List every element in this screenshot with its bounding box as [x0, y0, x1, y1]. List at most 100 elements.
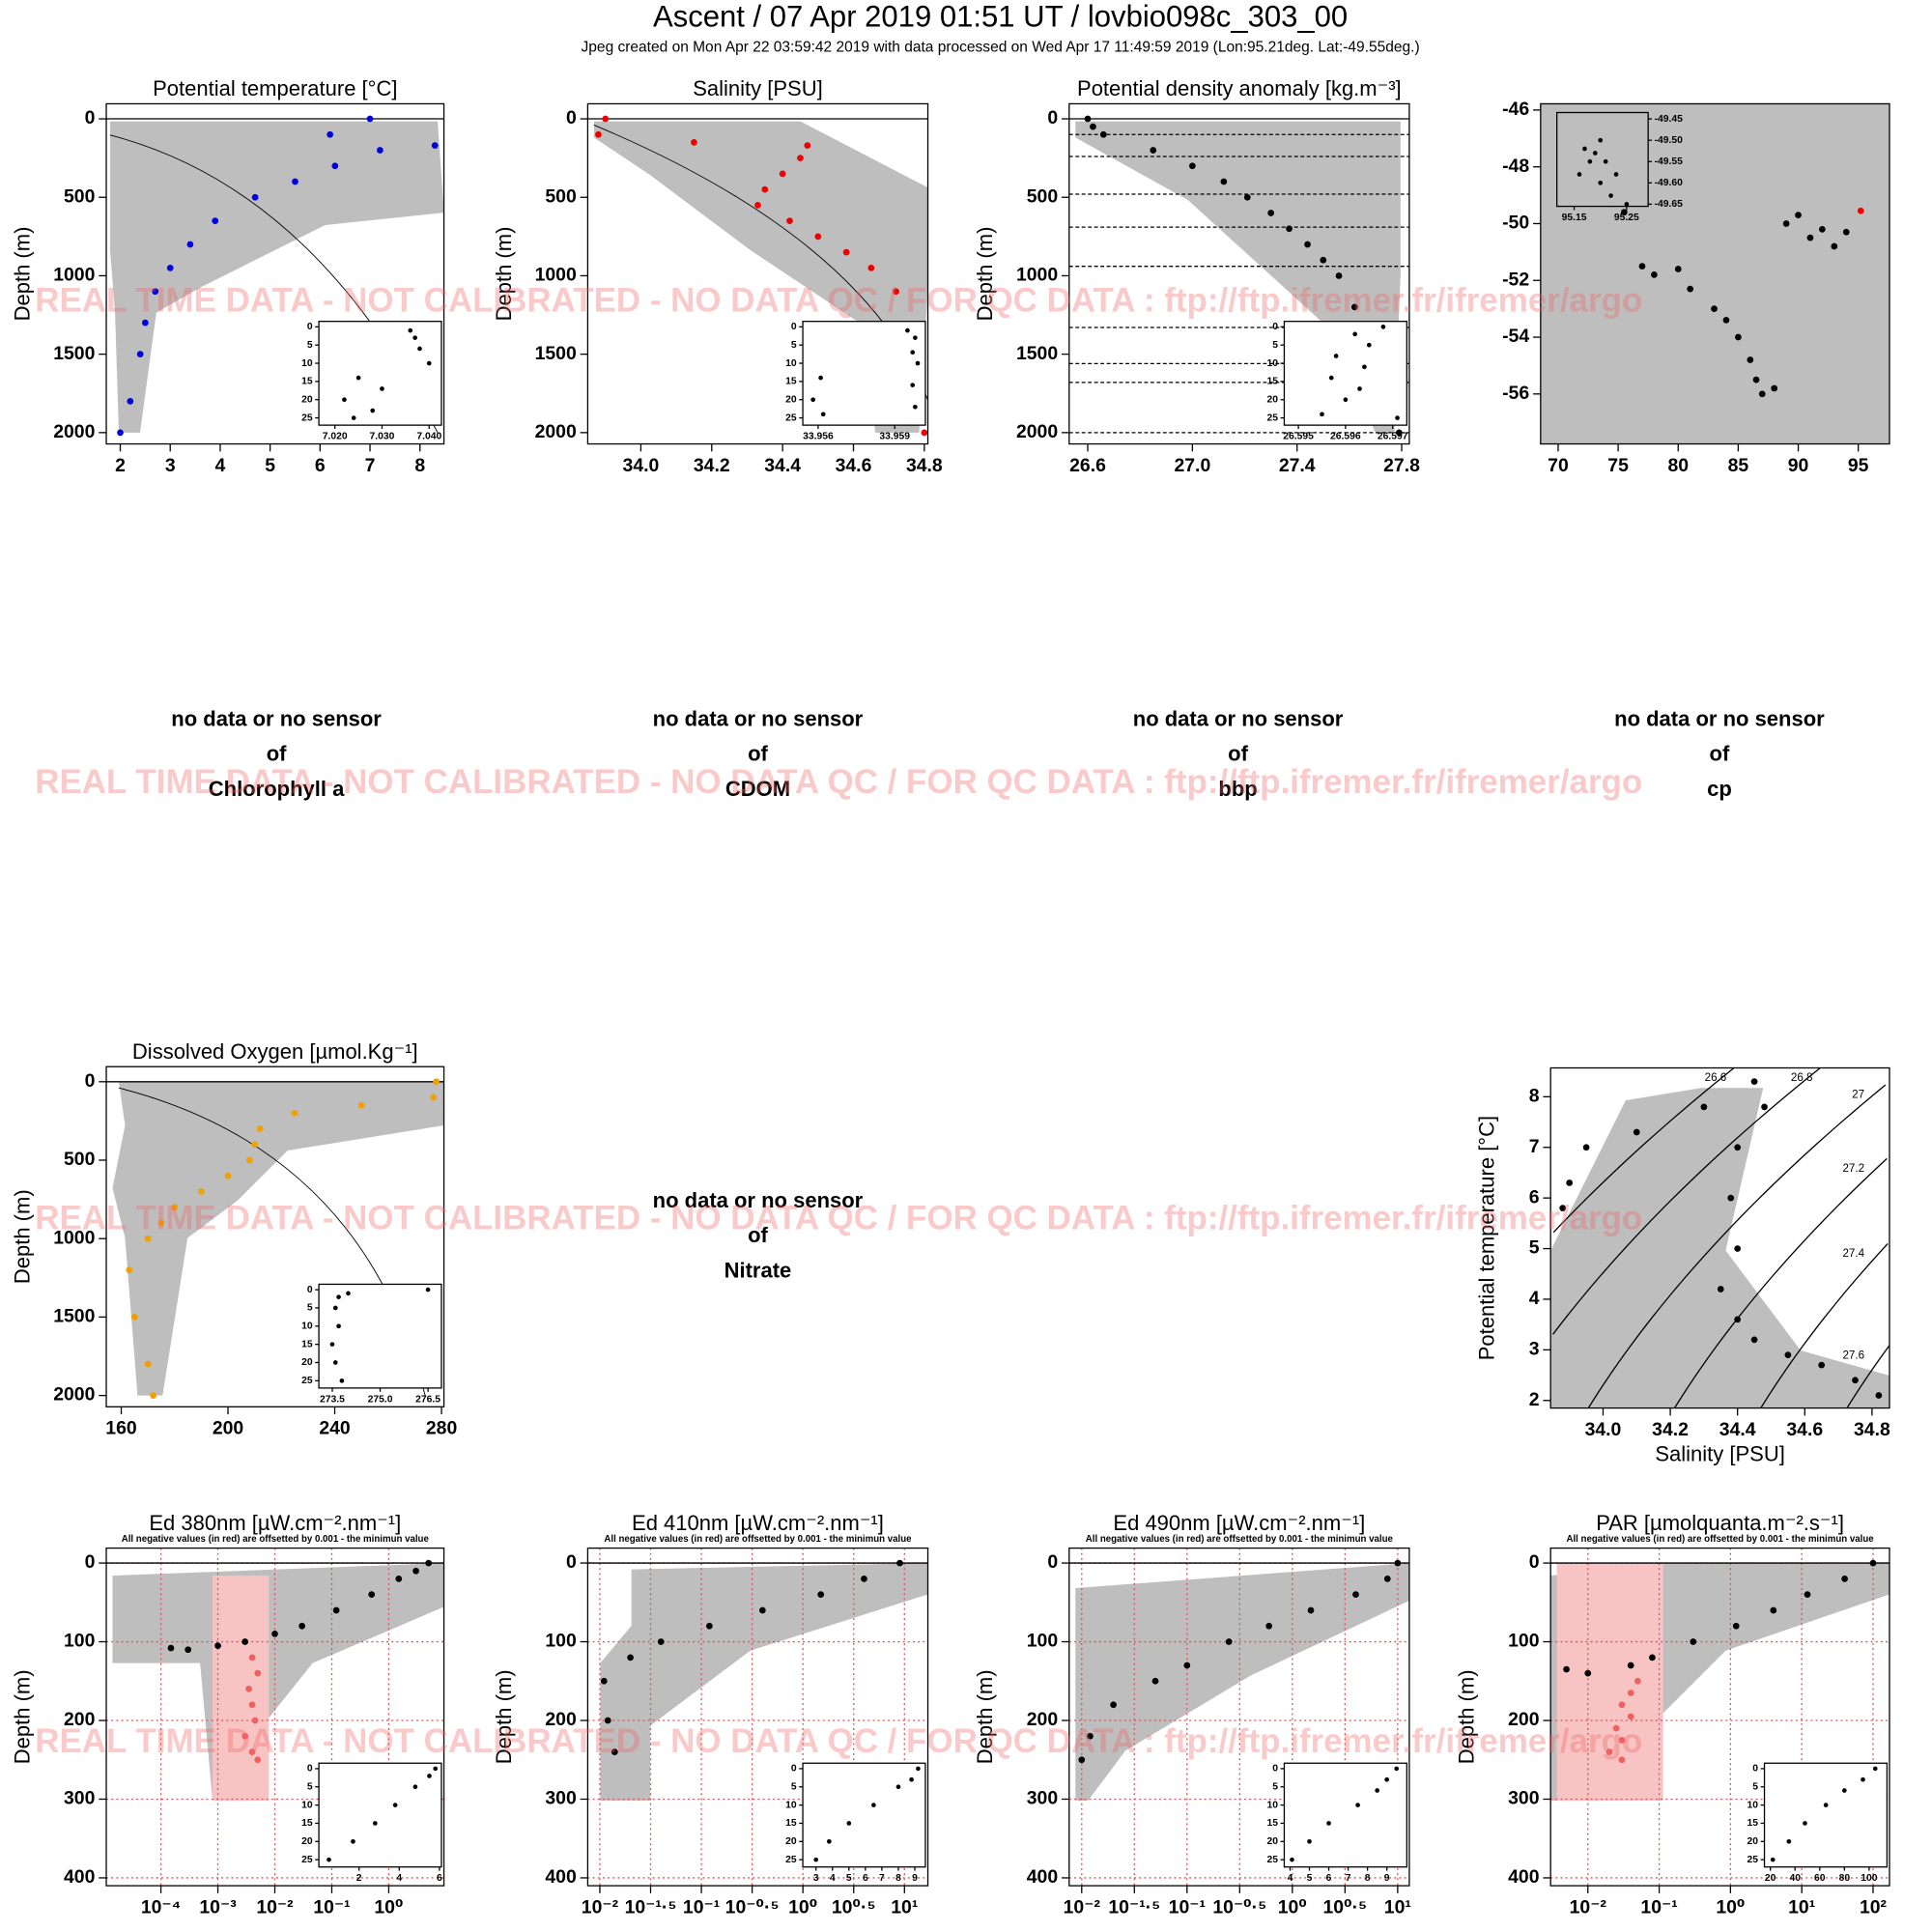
data-point [913, 335, 918, 340]
plot-frame [1540, 102, 1890, 445]
data-point [430, 1094, 438, 1101]
data-point [1770, 1606, 1777, 1614]
x-tick-label: 280 [426, 1418, 457, 1439]
y-tick-label: 0 [1529, 1551, 1540, 1573]
y-tick-label: -50 [1502, 213, 1529, 234]
x-tick-label: 7.040 [416, 432, 441, 442]
data-point [1627, 1690, 1634, 1696]
data-point [171, 1204, 179, 1211]
no-data-text: no data or no sensor [653, 1188, 864, 1212]
data-point [425, 1287, 431, 1293]
data-point [1320, 256, 1327, 264]
x-tick-label: 10⁰ [374, 1897, 403, 1918]
data-point [157, 1219, 165, 1227]
data-point [1577, 172, 1582, 177]
y-tick-label: 0 [791, 322, 797, 332]
data-point [1605, 1748, 1613, 1755]
x-tick-label: 2 [115, 455, 126, 476]
data-point [248, 1748, 256, 1755]
plot-frame [105, 1547, 445, 1887]
data-point [1649, 1654, 1656, 1662]
data-point [905, 327, 910, 333]
x-tick-label: 70 [1548, 455, 1569, 476]
data-point [433, 1766, 439, 1772]
y-tick-label: 0 [307, 322, 313, 332]
x-tick-label: 10⁻¹ [1640, 1897, 1677, 1918]
data-point [1582, 1144, 1590, 1151]
data-point [1841, 1788, 1847, 1793]
isopycnal [1760, 1242, 1889, 1408]
data-point [1587, 158, 1593, 164]
watermark: REAL TIME DATA - NOT CALIBRATED - NO DAT… [35, 1722, 1642, 1760]
data-point [657, 1638, 665, 1645]
data-point [1078, 1756, 1086, 1764]
x-tick-label: 26.6 [1069, 455, 1106, 476]
x-tick-label: 10¹ [891, 1897, 918, 1918]
data-point [248, 1654, 256, 1662]
y-tick-label: 20 [1266, 1836, 1278, 1847]
historical-cloud [1075, 1563, 1409, 1802]
data-point [412, 335, 417, 340]
x-tick-label: 27.8 [1383, 455, 1420, 476]
y-tick-label: 300 [1508, 1788, 1539, 1809]
data-point [1366, 342, 1372, 348]
negative-cloud [1556, 1563, 1663, 1802]
plot-frame [318, 321, 442, 426]
plot-frame [318, 1762, 442, 1868]
data-point [611, 1748, 618, 1755]
data-point [916, 1766, 921, 1772]
data-point [1782, 220, 1790, 227]
x-tick-label: 3 [813, 1873, 819, 1884]
y-tick-label: 0 [85, 1551, 96, 1573]
data-point [867, 264, 875, 271]
x-tick-label: 10¹ [1384, 1897, 1411, 1918]
y-tick-label: 25 [785, 1855, 797, 1865]
y-tick-label: 100 [64, 1631, 95, 1652]
data-point [1598, 180, 1604, 185]
data-point [372, 1821, 378, 1826]
x-tick-label: 4 [830, 1873, 836, 1884]
isopycnal-label: 26.8 [1791, 1071, 1813, 1084]
y-tick-label: 15 [301, 1818, 313, 1829]
data-point [251, 1141, 259, 1149]
y-tick-label: 1500 [53, 1306, 95, 1327]
y-tick-label: 20 [301, 1357, 313, 1368]
x-tick-label: 8 [414, 455, 425, 476]
panel-subtitle: All negative values (in red) are offsett… [604, 1534, 912, 1545]
data-point [1394, 1766, 1400, 1772]
data-point [392, 1803, 398, 1807]
data-point [1750, 1078, 1758, 1086]
data-point [817, 1591, 825, 1599]
x-tick-label: 10⁻² [1570, 1897, 1607, 1918]
y-tick-label: 4 [1529, 1288, 1540, 1309]
data-point [1598, 137, 1604, 143]
no-data-text: of [748, 1223, 768, 1247]
data-point [327, 1857, 331, 1862]
data-point [166, 264, 174, 271]
isopycnal [1552, 1066, 1735, 1234]
y-tick-label: 15 [785, 377, 797, 387]
x-tick-label: 34.8 [1854, 1419, 1890, 1440]
y-tick-label: -49.65 [1655, 199, 1684, 210]
x-tick-label: 10⁰ [1716, 1897, 1745, 1918]
x-tick-label: 10⁰ [1278, 1897, 1307, 1918]
data-point [1603, 158, 1608, 164]
data-point [1861, 1776, 1865, 1782]
y-tick-label: 400 [545, 1866, 576, 1888]
data-point [412, 1567, 419, 1575]
y-tick-label: 1000 [535, 265, 577, 286]
y-axis-label: Potential temperature [°C] [1474, 1116, 1498, 1360]
data-point [893, 288, 899, 296]
data-point [1784, 1351, 1792, 1358]
data-point [1804, 1591, 1811, 1599]
data-point [136, 351, 144, 358]
plot-background [319, 1284, 441, 1388]
y-tick-label: 10 [1747, 1800, 1759, 1810]
y-tick-label: 1500 [53, 343, 95, 364]
data-point [1620, 209, 1628, 216]
y-axis-label: Depth (m) [973, 1669, 997, 1764]
data-point [842, 248, 850, 256]
data-point [1326, 1821, 1331, 1826]
x-tick-label: 40 [1789, 1873, 1801, 1884]
data-point [254, 1669, 262, 1677]
